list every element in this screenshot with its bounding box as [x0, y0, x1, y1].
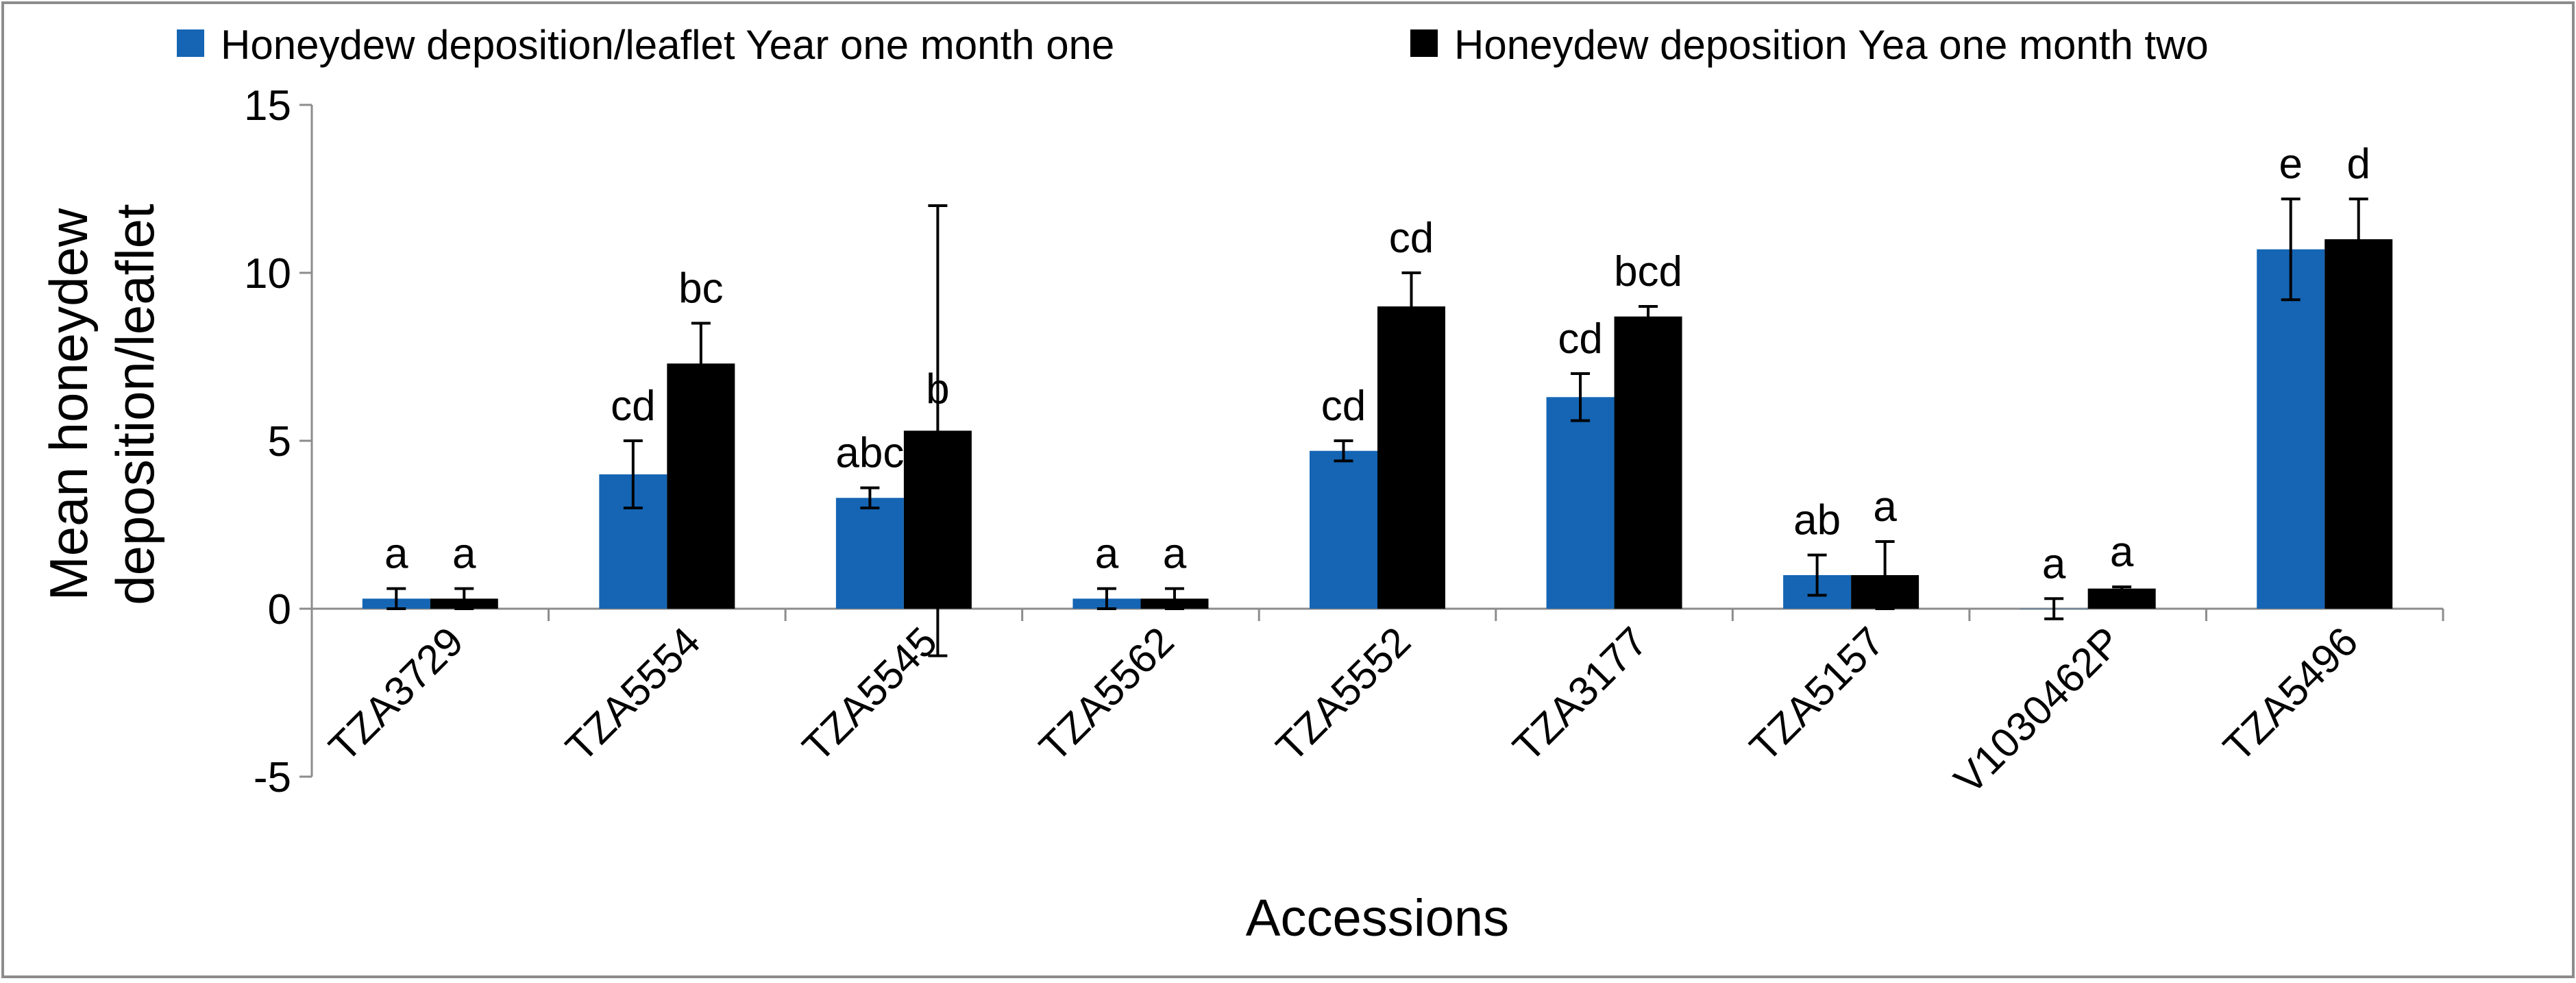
bar	[2257, 249, 2325, 609]
bar	[1310, 450, 1377, 609]
significance-letter: d	[2346, 141, 2370, 188]
significance-letter: cd	[1389, 215, 1434, 262]
bar	[835, 498, 904, 609]
significance-letter: a	[1163, 531, 1187, 578]
y-tick-label: 10	[244, 250, 291, 298]
significance-letter: bcd	[1614, 248, 1682, 295]
significance-letter: e	[2279, 141, 2302, 188]
bar	[2087, 588, 2156, 609]
bars-layer	[362, 197, 2393, 657]
significance-letter: a	[452, 531, 476, 578]
significance-letter: a	[384, 531, 408, 578]
legend-swatch-series-2	[1410, 29, 1438, 57]
significance-letter: a	[1873, 483, 1897, 531]
significance-letter: ab	[1793, 497, 1841, 544]
significance-letter: a	[2042, 540, 2066, 587]
legend: Honeydew deposition/leaflet Year one mon…	[177, 22, 2209, 68]
significance-letter: abc	[835, 430, 904, 477]
legend-swatch-series-1	[177, 29, 204, 57]
x-axis-label: Accessions	[1246, 889, 1509, 947]
legend-label-series-2: Honeydew deposition Yea one month two	[1454, 22, 2209, 68]
y-axis-label-line-1: Mean honeydew	[38, 208, 99, 600]
y-tick-label: 5	[268, 418, 291, 465]
significance-letter: a	[2110, 529, 2134, 576]
y-tick-label: 15	[244, 82, 291, 130]
y-tick-label: -5	[254, 754, 291, 801]
significance-letter: b	[926, 365, 949, 413]
significance-letter: bc	[678, 265, 723, 313]
bar	[1377, 306, 1445, 609]
y-axis-label-line-2: deposition/leaflet	[105, 204, 165, 605]
bar	[1614, 316, 1682, 609]
significance-letter: cd	[1321, 383, 1366, 430]
significance-letter: a	[1095, 531, 1119, 578]
significance-letter: cd	[611, 383, 655, 430]
legend-label-series-1: Honeydew deposition/leaflet Year one mon…	[221, 22, 1114, 68]
significance-letter: cd	[1558, 315, 1602, 363]
y-tick-label: 0	[268, 586, 291, 633]
bar	[2324, 239, 2393, 609]
bar	[1546, 397, 1615, 609]
